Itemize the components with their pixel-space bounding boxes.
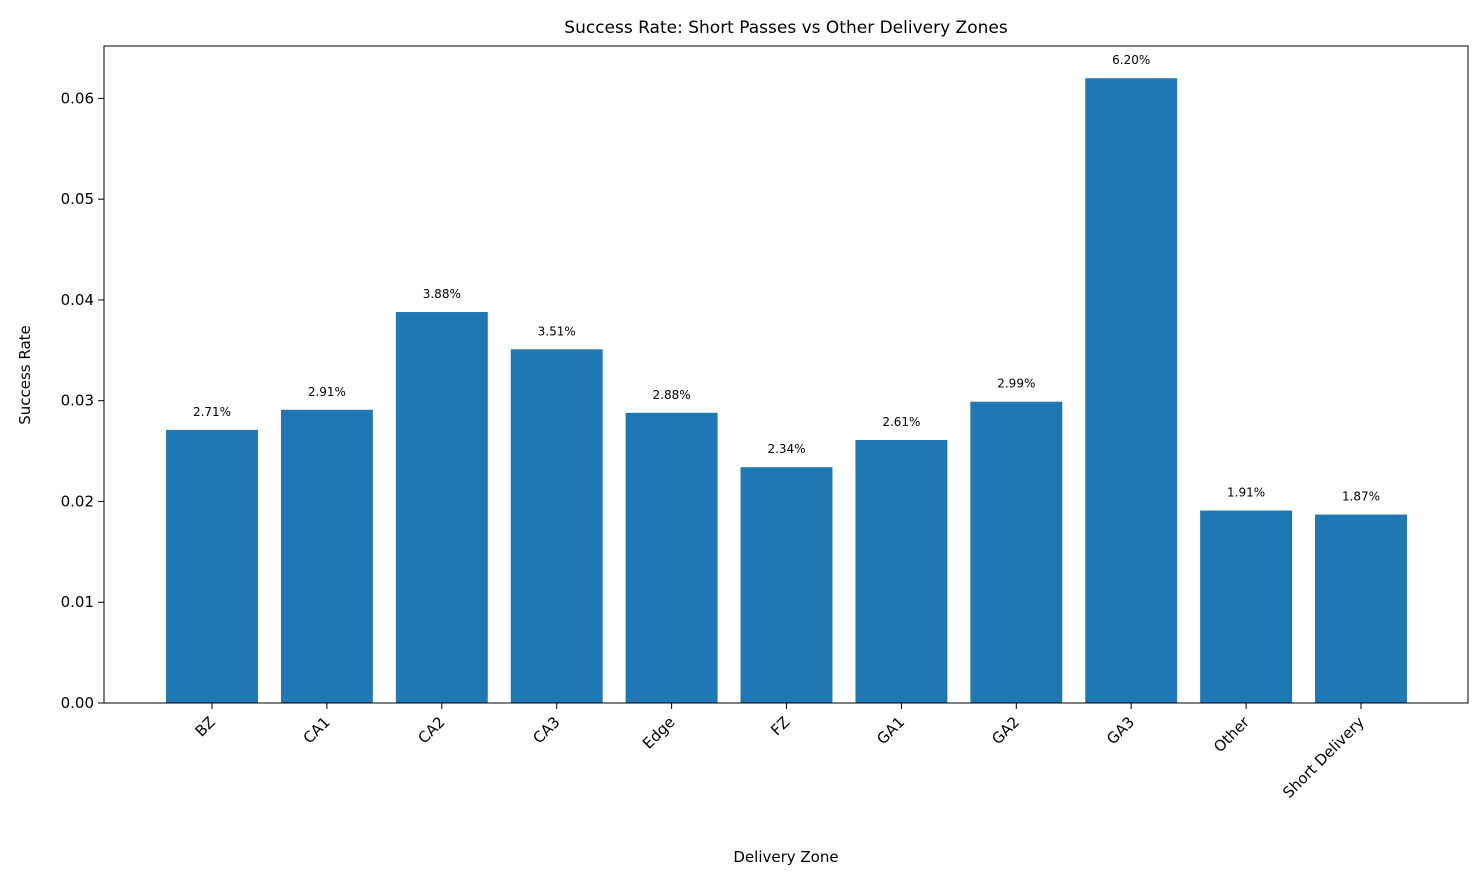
- bar: [1200, 510, 1293, 703]
- bar: [855, 439, 948, 703]
- value-label: 3.51%: [538, 324, 576, 338]
- bar: [970, 401, 1063, 703]
- y-tick-label: 0.01: [61, 593, 94, 611]
- y-tick-label: 0.04: [61, 291, 94, 309]
- value-label: 3.88%: [423, 287, 461, 301]
- bar: [166, 429, 258, 703]
- bar: [625, 412, 718, 703]
- y-tick-label: 0.03: [61, 392, 94, 410]
- x-axis-label: Delivery Zone: [733, 848, 838, 866]
- y-tick-label: 0.06: [61, 89, 94, 107]
- value-label: 1.87%: [1342, 490, 1380, 504]
- value-label: 2.99%: [997, 377, 1035, 391]
- y-tick-label: 0.00: [61, 694, 94, 712]
- value-label: 2.91%: [308, 385, 346, 399]
- value-label: 6.20%: [1112, 53, 1150, 67]
- value-label: 2.61%: [882, 415, 920, 429]
- value-label: 2.34%: [767, 442, 805, 456]
- y-axis-label: Success Rate: [16, 325, 34, 425]
- value-label: 2.71%: [193, 405, 231, 419]
- bar: [510, 349, 603, 703]
- bar: [1085, 78, 1178, 703]
- bar: [1315, 514, 1407, 703]
- y-tick-label: 0.02: [61, 492, 94, 510]
- value-label: 2.88%: [653, 388, 691, 402]
- value-label: 1.91%: [1227, 486, 1265, 500]
- y-tick-label: 0.05: [61, 190, 94, 208]
- bar: [280, 409, 373, 703]
- chart-title: Success Rate: Short Passes vs Other Deli…: [564, 18, 1008, 38]
- bar: [740, 467, 833, 703]
- bar: [395, 312, 488, 703]
- plot-frame: [103, 45, 1469, 704]
